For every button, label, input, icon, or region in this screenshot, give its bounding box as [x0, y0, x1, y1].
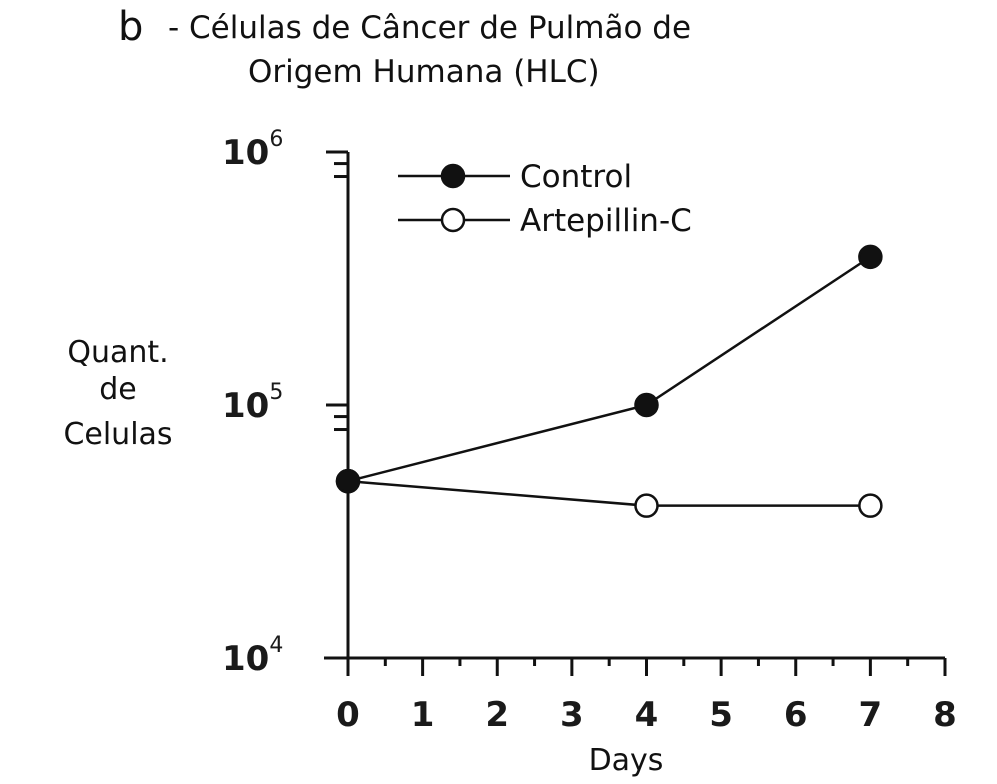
- legend-label: Control: [520, 159, 632, 195]
- y-tick-label: 104: [222, 633, 283, 679]
- data-point-artepillin-c: [858, 493, 883, 518]
- series-line-artepillin-c: [347, 479, 871, 507]
- data-point-artepillin-c: [634, 493, 659, 518]
- legend-marker: [440, 207, 466, 233]
- series-line-control: [347, 255, 872, 483]
- chart-title-line2: Origem Humana (HLC): [248, 54, 600, 90]
- y-axis-label-3: Celulas: [63, 417, 172, 452]
- legend-marker: [440, 163, 466, 189]
- x-tick-label: 8: [933, 695, 957, 735]
- x-tick-label: 2: [485, 695, 509, 735]
- data-point-control: [858, 244, 883, 270]
- x-tick-label: 7: [859, 695, 883, 735]
- legend-label: Artepillin-C: [520, 203, 692, 239]
- x-tick-label: 5: [709, 695, 733, 735]
- x-tick-label: 4: [635, 695, 659, 735]
- data-point-control: [634, 392, 659, 418]
- y-axis-label-1: Quant.: [67, 335, 168, 370]
- axes: [324, 150, 947, 676]
- x-axis-label: Days: [589, 743, 664, 778]
- data-point-control: [335, 468, 361, 494]
- legend: Control Artepillin-C: [398, 159, 692, 239]
- y-tick-label: 106: [222, 127, 283, 173]
- series-group: [335, 244, 883, 518]
- x-tick-label: 6: [784, 695, 808, 735]
- y-axis-label-2: de: [99, 372, 137, 407]
- chart-title-line1: - Células de Câncer de Pulmão de: [168, 10, 691, 46]
- x-tick-label: 0: [336, 695, 360, 735]
- tick-labels: 104 105 106 0 1 2 3 4 5 6 7 8: [222, 127, 957, 735]
- panel-label: b: [118, 4, 143, 50]
- x-tick-label: 3: [560, 695, 584, 735]
- y-tick-label: 105: [222, 380, 283, 426]
- x-tick-label: 1: [411, 695, 435, 735]
